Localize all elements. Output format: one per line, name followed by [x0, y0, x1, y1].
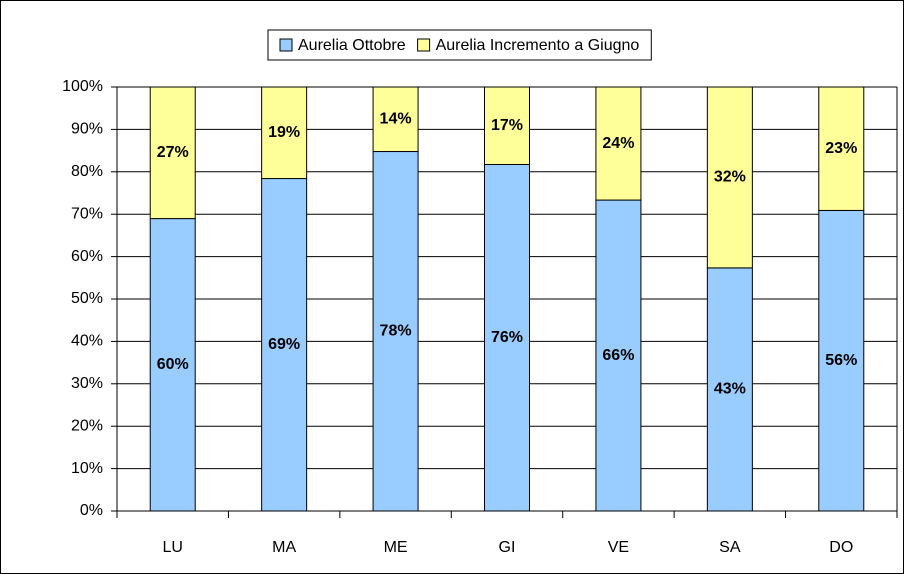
data-label: 69%: [268, 336, 300, 353]
data-label: 19%: [268, 124, 300, 141]
data-label: 60%: [157, 356, 189, 373]
data-label: 76%: [491, 329, 523, 346]
legend-label: Aurelia Incremento a Giugno: [436, 37, 640, 54]
y-tick-label: 70%: [71, 205, 103, 222]
legend-swatch: [417, 38, 431, 52]
data-label: 56%: [825, 352, 857, 369]
bar-segment: [484, 164, 530, 512]
data-label: 24%: [602, 135, 634, 152]
x-tick-label: ME: [384, 539, 408, 556]
bar-segment: [484, 86, 530, 166]
data-label: 32%: [714, 169, 746, 186]
bar-segment: [595, 199, 642, 512]
x-tick-label: LU: [162, 539, 182, 556]
legend-label: Aurelia Ottobre: [298, 37, 406, 54]
legend-box: [267, 29, 652, 61]
x-tick-label: MA: [272, 539, 296, 556]
legend: Aurelia Ottobre Aurelia Incremento a Giug…: [267, 29, 652, 61]
bar-segment: [372, 86, 419, 153]
y-tick-label: 10%: [71, 460, 103, 477]
bar-segment: [818, 86, 865, 211]
y-tick-label: 20%: [71, 417, 103, 434]
x-tick-label: SA: [719, 539, 741, 556]
bar-segment: [595, 86, 642, 201]
data-label: 43%: [714, 381, 746, 398]
y-tick-label: 80%: [71, 163, 103, 180]
legend-swatch: [279, 38, 293, 52]
y-tick-label: 90%: [71, 121, 103, 138]
bar-segment: [818, 209, 865, 512]
bar-segment: [149, 218, 196, 512]
y-tick-label: 100%: [62, 78, 103, 95]
x-tick-label: GI: [499, 539, 516, 556]
y-tick-label: 50%: [71, 290, 103, 307]
data-label: 27%: [157, 144, 189, 161]
bar-segment: [149, 86, 196, 220]
y-tick-label: 30%: [71, 375, 103, 392]
data-label: 66%: [602, 347, 634, 364]
y-tick-label: 60%: [71, 248, 103, 265]
data-label: 78%: [380, 322, 412, 339]
data-label: 17%: [491, 117, 523, 134]
bar-segment: [261, 178, 308, 512]
y-tick-label: 0%: [80, 502, 103, 519]
y-tick-label: 40%: [71, 333, 103, 350]
data-label: 14%: [380, 110, 412, 127]
bar-segment: [261, 86, 308, 180]
data-label: 23%: [825, 140, 857, 157]
x-tick-label: VE: [608, 539, 629, 556]
bar-segment: [372, 151, 419, 512]
bar-segment: [706, 86, 753, 269]
x-tick-label: DO: [829, 539, 853, 556]
